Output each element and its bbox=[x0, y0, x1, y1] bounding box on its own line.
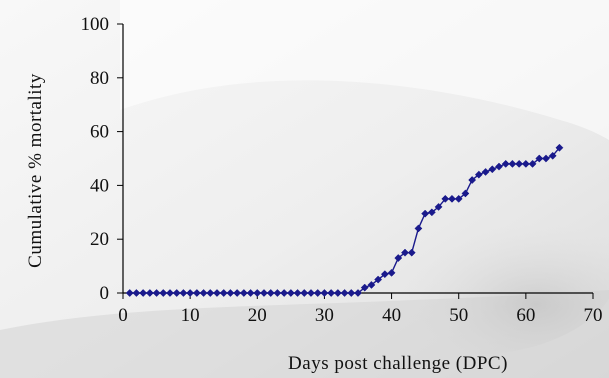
y-tick-label: 0 bbox=[100, 283, 110, 304]
data-point bbox=[139, 289, 148, 297]
x-tick-label: 70 bbox=[584, 305, 603, 326]
data-point bbox=[152, 289, 161, 297]
data-point bbox=[380, 270, 389, 279]
data-point bbox=[213, 289, 221, 297]
data-point bbox=[246, 289, 255, 297]
data-point bbox=[320, 289, 329, 297]
data-point bbox=[394, 254, 403, 262]
y-axis-title: Cumulative % mortality bbox=[25, 73, 46, 268]
x-tick-label: 30 bbox=[315, 305, 334, 326]
data-point bbox=[166, 289, 174, 297]
data-point bbox=[421, 209, 430, 218]
data-point bbox=[548, 151, 557, 160]
x-tick-labels: 0 10 20 30 40 50 60 70 bbox=[118, 305, 602, 326]
data-point bbox=[145, 289, 154, 297]
data-point bbox=[508, 159, 517, 168]
data-point bbox=[535, 154, 544, 163]
data-point bbox=[441, 194, 450, 203]
data-point bbox=[374, 275, 383, 284]
x-tick-label: 40 bbox=[382, 305, 401, 326]
data-point bbox=[542, 154, 550, 163]
y-tick-labels: 0 20 40 60 80 100 bbox=[81, 14, 110, 304]
data-point bbox=[555, 143, 564, 152]
data-point bbox=[260, 289, 268, 297]
data-point bbox=[293, 289, 302, 297]
x-tick-label: 20 bbox=[248, 305, 267, 326]
y-tick-label: 80 bbox=[90, 68, 109, 89]
y-tick-label: 60 bbox=[90, 122, 109, 143]
data-point bbox=[474, 170, 483, 179]
data-point bbox=[273, 289, 282, 297]
data-point bbox=[515, 159, 524, 168]
x-tick-label: 50 bbox=[449, 305, 468, 326]
data-point bbox=[266, 289, 275, 297]
data-point bbox=[159, 289, 168, 297]
data-point bbox=[186, 289, 195, 297]
x-tick-label: 0 bbox=[118, 305, 128, 326]
data-point bbox=[239, 289, 248, 297]
data-point bbox=[179, 289, 188, 297]
data-point bbox=[367, 280, 376, 289]
data-point bbox=[401, 248, 409, 257]
data-point bbox=[347, 289, 356, 297]
data-point bbox=[387, 268, 396, 277]
data-point bbox=[495, 162, 503, 171]
data-point bbox=[300, 289, 309, 297]
data-point bbox=[307, 289, 315, 297]
data-point bbox=[501, 159, 510, 168]
data-point bbox=[360, 283, 369, 292]
x-tick-label: 60 bbox=[516, 305, 535, 326]
data-point bbox=[427, 208, 436, 217]
data-point bbox=[434, 202, 443, 211]
data-point bbox=[521, 159, 530, 168]
data-point bbox=[448, 194, 456, 203]
data-point bbox=[132, 289, 141, 297]
data-point bbox=[333, 289, 342, 297]
x-tick-label: 10 bbox=[181, 305, 200, 326]
data-point bbox=[280, 289, 289, 297]
data-point bbox=[481, 167, 490, 176]
data-point bbox=[468, 176, 477, 184]
y-tick-label: 20 bbox=[90, 229, 109, 250]
data-point bbox=[253, 289, 262, 297]
data-point bbox=[233, 289, 242, 297]
axes bbox=[117, 23, 594, 299]
data-point bbox=[488, 165, 497, 174]
data-point bbox=[313, 289, 322, 297]
data-point bbox=[192, 289, 201, 297]
data-point bbox=[528, 159, 537, 168]
y-tick-label: 100 bbox=[81, 14, 110, 35]
data-point bbox=[340, 289, 349, 297]
data-point bbox=[414, 224, 423, 233]
data-point bbox=[354, 289, 362, 297]
data-point bbox=[219, 289, 228, 297]
data-point bbox=[199, 289, 208, 297]
data-point bbox=[327, 289, 336, 297]
data-point bbox=[125, 289, 134, 297]
data-point bbox=[454, 194, 463, 203]
data-point bbox=[286, 289, 295, 297]
y-tick-label: 40 bbox=[90, 175, 109, 196]
data-point bbox=[172, 289, 181, 297]
data-markers bbox=[125, 143, 564, 297]
x-axis-title: Days post challenge (DPC) bbox=[288, 353, 508, 374]
data-point bbox=[407, 248, 416, 257]
data-point bbox=[206, 289, 215, 297]
data-point bbox=[461, 189, 470, 198]
data-point bbox=[226, 289, 235, 297]
